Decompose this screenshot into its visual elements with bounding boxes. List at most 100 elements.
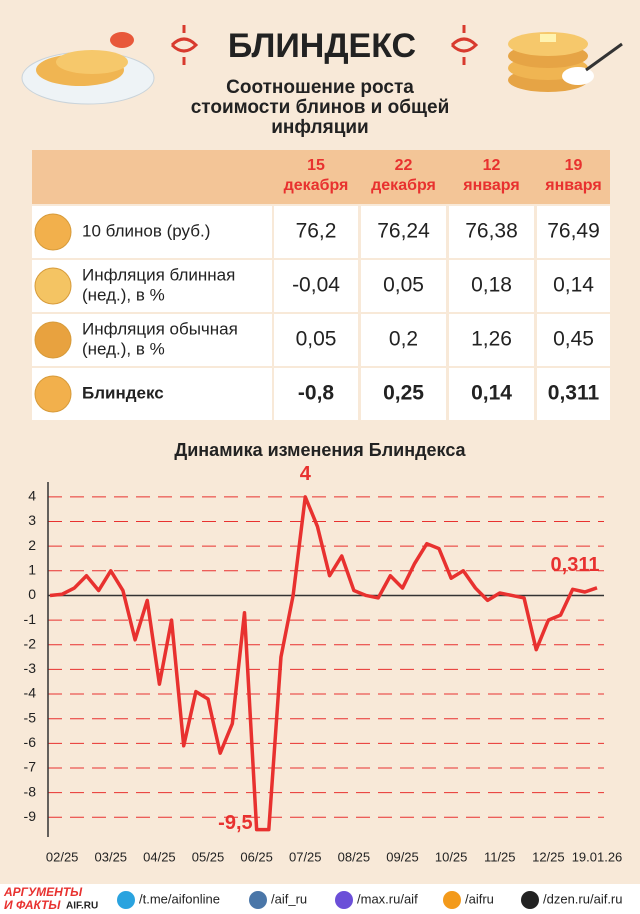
subtitle-line: стоимости блинов и общей [191, 97, 450, 118]
column-header: декабря [371, 177, 436, 194]
column-header: 19 [565, 157, 583, 174]
x-tick-label: 02/25 [46, 849, 79, 864]
row-label: Инфляция обычная [82, 319, 238, 338]
table-value: 0,18 [471, 274, 512, 297]
y-tick-label: 0 [28, 586, 36, 602]
row-label-cell [32, 206, 272, 258]
table-cell [361, 314, 446, 366]
x-tick-label: 09/25 [386, 849, 419, 864]
x-tick-label: 19.01.26 [572, 849, 623, 864]
table: 15 декабря 22 декабря 12 января 19 января 10 бли… [32, 150, 610, 420]
x-tick-label: 12/25 [532, 849, 565, 864]
row-label: Блиндекс [82, 383, 164, 402]
line [49, 495, 598, 832]
table-value: 0,14 [471, 382, 512, 405]
table-value: -0,8 [298, 382, 335, 405]
table-value: -0,04 [292, 274, 340, 297]
table-value: 0,25 [383, 382, 424, 405]
row-label: 10 блинов (руб.) [82, 221, 210, 240]
x-tick-label: 05/25 [192, 849, 225, 864]
ornament [170, 25, 479, 65]
social-icon [117, 891, 135, 909]
y-tick-label: -9 [24, 808, 37, 824]
y-tick-label: -4 [24, 685, 37, 701]
column-header: 22 [395, 157, 413, 174]
x-tick-label: 08/25 [338, 849, 371, 864]
value-label: 4 [300, 463, 312, 485]
table-cell [449, 206, 534, 258]
table-value: 0,45 [553, 328, 594, 351]
x-tick-label: 10/25 [435, 849, 468, 864]
chart-title: Динамика изменения Блиндекса [174, 440, 466, 460]
y-tick-label: -2 [24, 635, 37, 651]
table-header-bg [32, 150, 610, 204]
social-icon [335, 891, 353, 909]
table-value: 0,2 [389, 328, 418, 351]
subtitle-line: инфляции [271, 117, 369, 138]
chart: Динамика изменения Блиндекса 4 3 2 1 0 -1 -2 -3 -… [24, 440, 623, 865]
table-cell [449, 260, 534, 312]
table-cell [361, 260, 446, 312]
table-cell [361, 368, 446, 420]
social-icon [521, 891, 539, 909]
logo: AIF.RU [66, 901, 98, 912]
row-label: (нед.), в % [82, 339, 165, 358]
table-cell [449, 314, 534, 366]
row-icon [34, 321, 72, 359]
social-icon [443, 891, 461, 909]
row-label-cell [32, 314, 272, 366]
x-tick-label: 07/25 [289, 849, 322, 864]
social-link: /dzen.ru/aif.ru [543, 891, 623, 906]
table-value: 0,311 [548, 382, 600, 405]
table-value: 76,38 [465, 220, 518, 243]
social-link: /max.ru/aif [357, 891, 418, 906]
table-value: 0,05 [383, 274, 424, 297]
table-value: 76,49 [547, 220, 600, 243]
row-label-cell [32, 260, 272, 312]
y-tick-label: 2 [28, 537, 36, 553]
x-tick-label: 11/25 [484, 849, 516, 864]
column-header: января [462, 177, 519, 194]
x-tick-label: 06/25 [240, 849, 273, 864]
y-tick-label: -8 [24, 783, 37, 799]
table-cell [274, 314, 358, 366]
table-cell [537, 260, 610, 312]
value-label: -9,5 [218, 812, 252, 834]
subtitle-line: Соотношение роста [226, 77, 414, 98]
y-tick-label: 4 [28, 488, 36, 504]
table-cell [537, 206, 610, 258]
table-cell [274, 368, 358, 420]
row-icon [34, 375, 72, 413]
table-value: 76,24 [377, 220, 430, 243]
logo: АРГУМЕНТЫ [3, 885, 83, 899]
table-value: 1,26 [471, 328, 512, 351]
social-icon [249, 891, 267, 909]
title: БЛИНДЕКС [228, 27, 416, 65]
table-value: 76,2 [296, 220, 337, 243]
pancake-stack-illustration [508, 32, 623, 92]
row-icon [34, 213, 72, 251]
column-header: декабря [284, 177, 349, 194]
column-header: 15 [307, 157, 325, 174]
row-icon [34, 267, 72, 305]
row-label: (нед.), в % [82, 285, 165, 304]
row-label: Инфляция блинная [82, 265, 235, 284]
table-cell [274, 260, 358, 312]
table-cell [537, 368, 610, 420]
y-tick-label: -7 [24, 759, 37, 775]
y-tick-label: 1 [28, 562, 36, 578]
table-value: 0,05 [296, 328, 337, 351]
table-cell [449, 368, 534, 420]
logo: И ФАКТЫ [4, 898, 61, 912]
y-tick-label: 3 [28, 512, 36, 528]
table-cell [537, 314, 610, 366]
row-label-cell [32, 368, 272, 420]
table-cell [274, 206, 358, 258]
value-label: 0,311 [551, 554, 600, 576]
column-header: января [544, 177, 601, 194]
social-link: /aifru [465, 891, 494, 906]
x-tick-label: 04/25 [143, 849, 176, 864]
